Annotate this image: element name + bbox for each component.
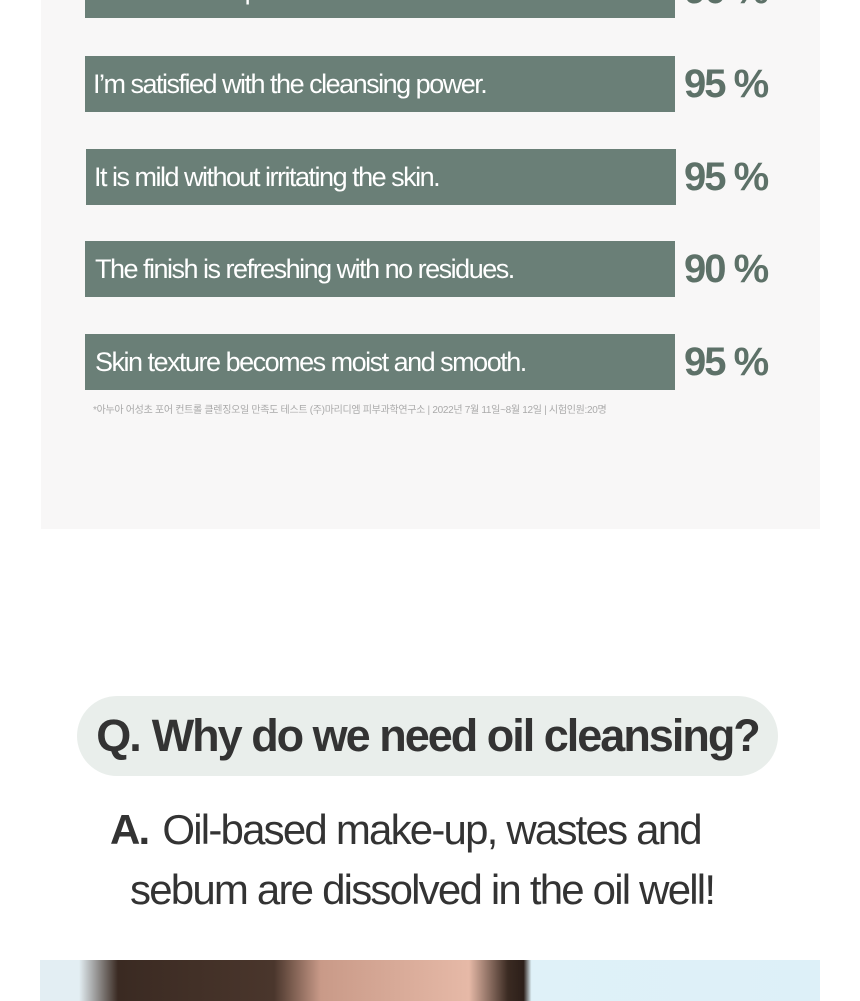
a-mark: A.: [110, 806, 150, 853]
q-mark: Q.: [96, 710, 141, 761]
answer-line-2: sebum are dissolved in the oil well!: [130, 866, 716, 913]
model-photo: [40, 960, 820, 1001]
survey-percent: 90 %: [684, 247, 769, 291]
answer-line-1: A. Oil-based make-up, wastes and: [110, 800, 703, 860]
survey-bar: It is mild without irritating the skin.: [86, 149, 676, 205]
survey-bar: Skin texture becomes moist and smooth.: [85, 334, 675, 390]
survey-percent: 95 %: [684, 155, 769, 199]
answer-text-1: Oil-based make-up, wastes and: [162, 806, 702, 853]
survey-bar: Emulsification process was fast.: [85, 0, 675, 18]
survey-percent: 95 %: [684, 340, 769, 384]
survey-bar: I’m satisfied with the cleansing power.: [85, 56, 675, 112]
question-text: Why do we need oil cleansing?: [151, 710, 761, 761]
question-pill: Q. Why do we need oil cleansing?: [77, 696, 778, 776]
survey-percent: 95 %: [684, 62, 769, 106]
survey-footnote: *아누아 어성초 포어 컨트롤 클렌징오일 만족도 테스트 (주)마리디엠 피부…: [93, 405, 607, 416]
survey-bar: The finish is refreshing with no residue…: [85, 241, 675, 297]
survey-percent: 90 %: [684, 0, 769, 18]
